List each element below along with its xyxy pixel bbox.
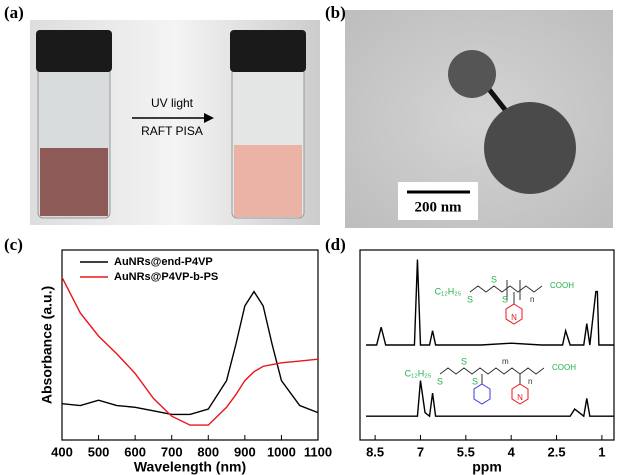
atom-label: S [491, 274, 497, 284]
vial-left [36, 30, 112, 218]
atom-label: N [511, 313, 517, 322]
x-tick-label: 500 [88, 444, 110, 459]
tem-image [345, 10, 613, 228]
vial-right [230, 30, 306, 218]
series-line [62, 277, 318, 425]
repeat-label: m [502, 357, 509, 366]
x-tick-label: 1000 [267, 444, 296, 459]
x-tick-label: 5.5 [457, 444, 475, 459]
end-group: COOH [552, 363, 576, 372]
atom-label: S [472, 376, 478, 386]
repeat-label: n [530, 295, 534, 304]
series-line [62, 292, 318, 415]
x-axis-label: ppm [472, 459, 502, 475]
particle [484, 102, 576, 194]
series-line [366, 260, 614, 345]
x-tick-label: 900 [234, 444, 256, 459]
panel-label: (b) [325, 3, 346, 22]
x-tick-label: 400 [51, 444, 73, 459]
x-tick-label: 7 [417, 444, 424, 459]
scale-label: 200 nm [414, 199, 462, 215]
x-tick-label: 800 [197, 444, 219, 459]
figure: UV light RAFT PISA 200 nm (a) (b) (c) (d… [0, 0, 617, 475]
repeat-label: n [528, 377, 532, 386]
panel-label: (d) [325, 235, 346, 254]
x-tick-label: 600 [124, 444, 146, 459]
particle [448, 50, 496, 98]
x-tick-label: 2.5 [548, 444, 566, 459]
atom-label: S [461, 356, 467, 366]
panel-label: (c) [4, 235, 23, 254]
x-tick-label: 1 [598, 444, 605, 459]
x-tick-label: 700 [161, 444, 183, 459]
atom-label: S [467, 294, 473, 304]
x-axis-label: Wavelength (nm) [134, 459, 246, 475]
legend-label: AuNRs@P4VP-b-PS [114, 271, 218, 283]
y-axis-label: Absorbance (a.u.) [39, 286, 55, 404]
atom-label: S [502, 294, 508, 304]
x-tick-label: 4 [508, 444, 516, 459]
x-tick-label: 1100 [304, 444, 332, 459]
arrow-label: RAFT PISA [141, 124, 203, 138]
chain-label: C₁₂H₂₅ [435, 286, 462, 296]
atom-label: S [437, 376, 443, 386]
arrow-label: UV light [151, 96, 194, 110]
x-tick-label: 8.5 [366, 444, 384, 459]
panel-label: (a) [4, 3, 24, 22]
end-group: COOH [550, 281, 574, 290]
chain-label: C₁₂H₂₅ [405, 368, 432, 378]
atom-label: N [517, 393, 523, 402]
legend-label: AuNRs@end-P4VP [114, 256, 213, 268]
